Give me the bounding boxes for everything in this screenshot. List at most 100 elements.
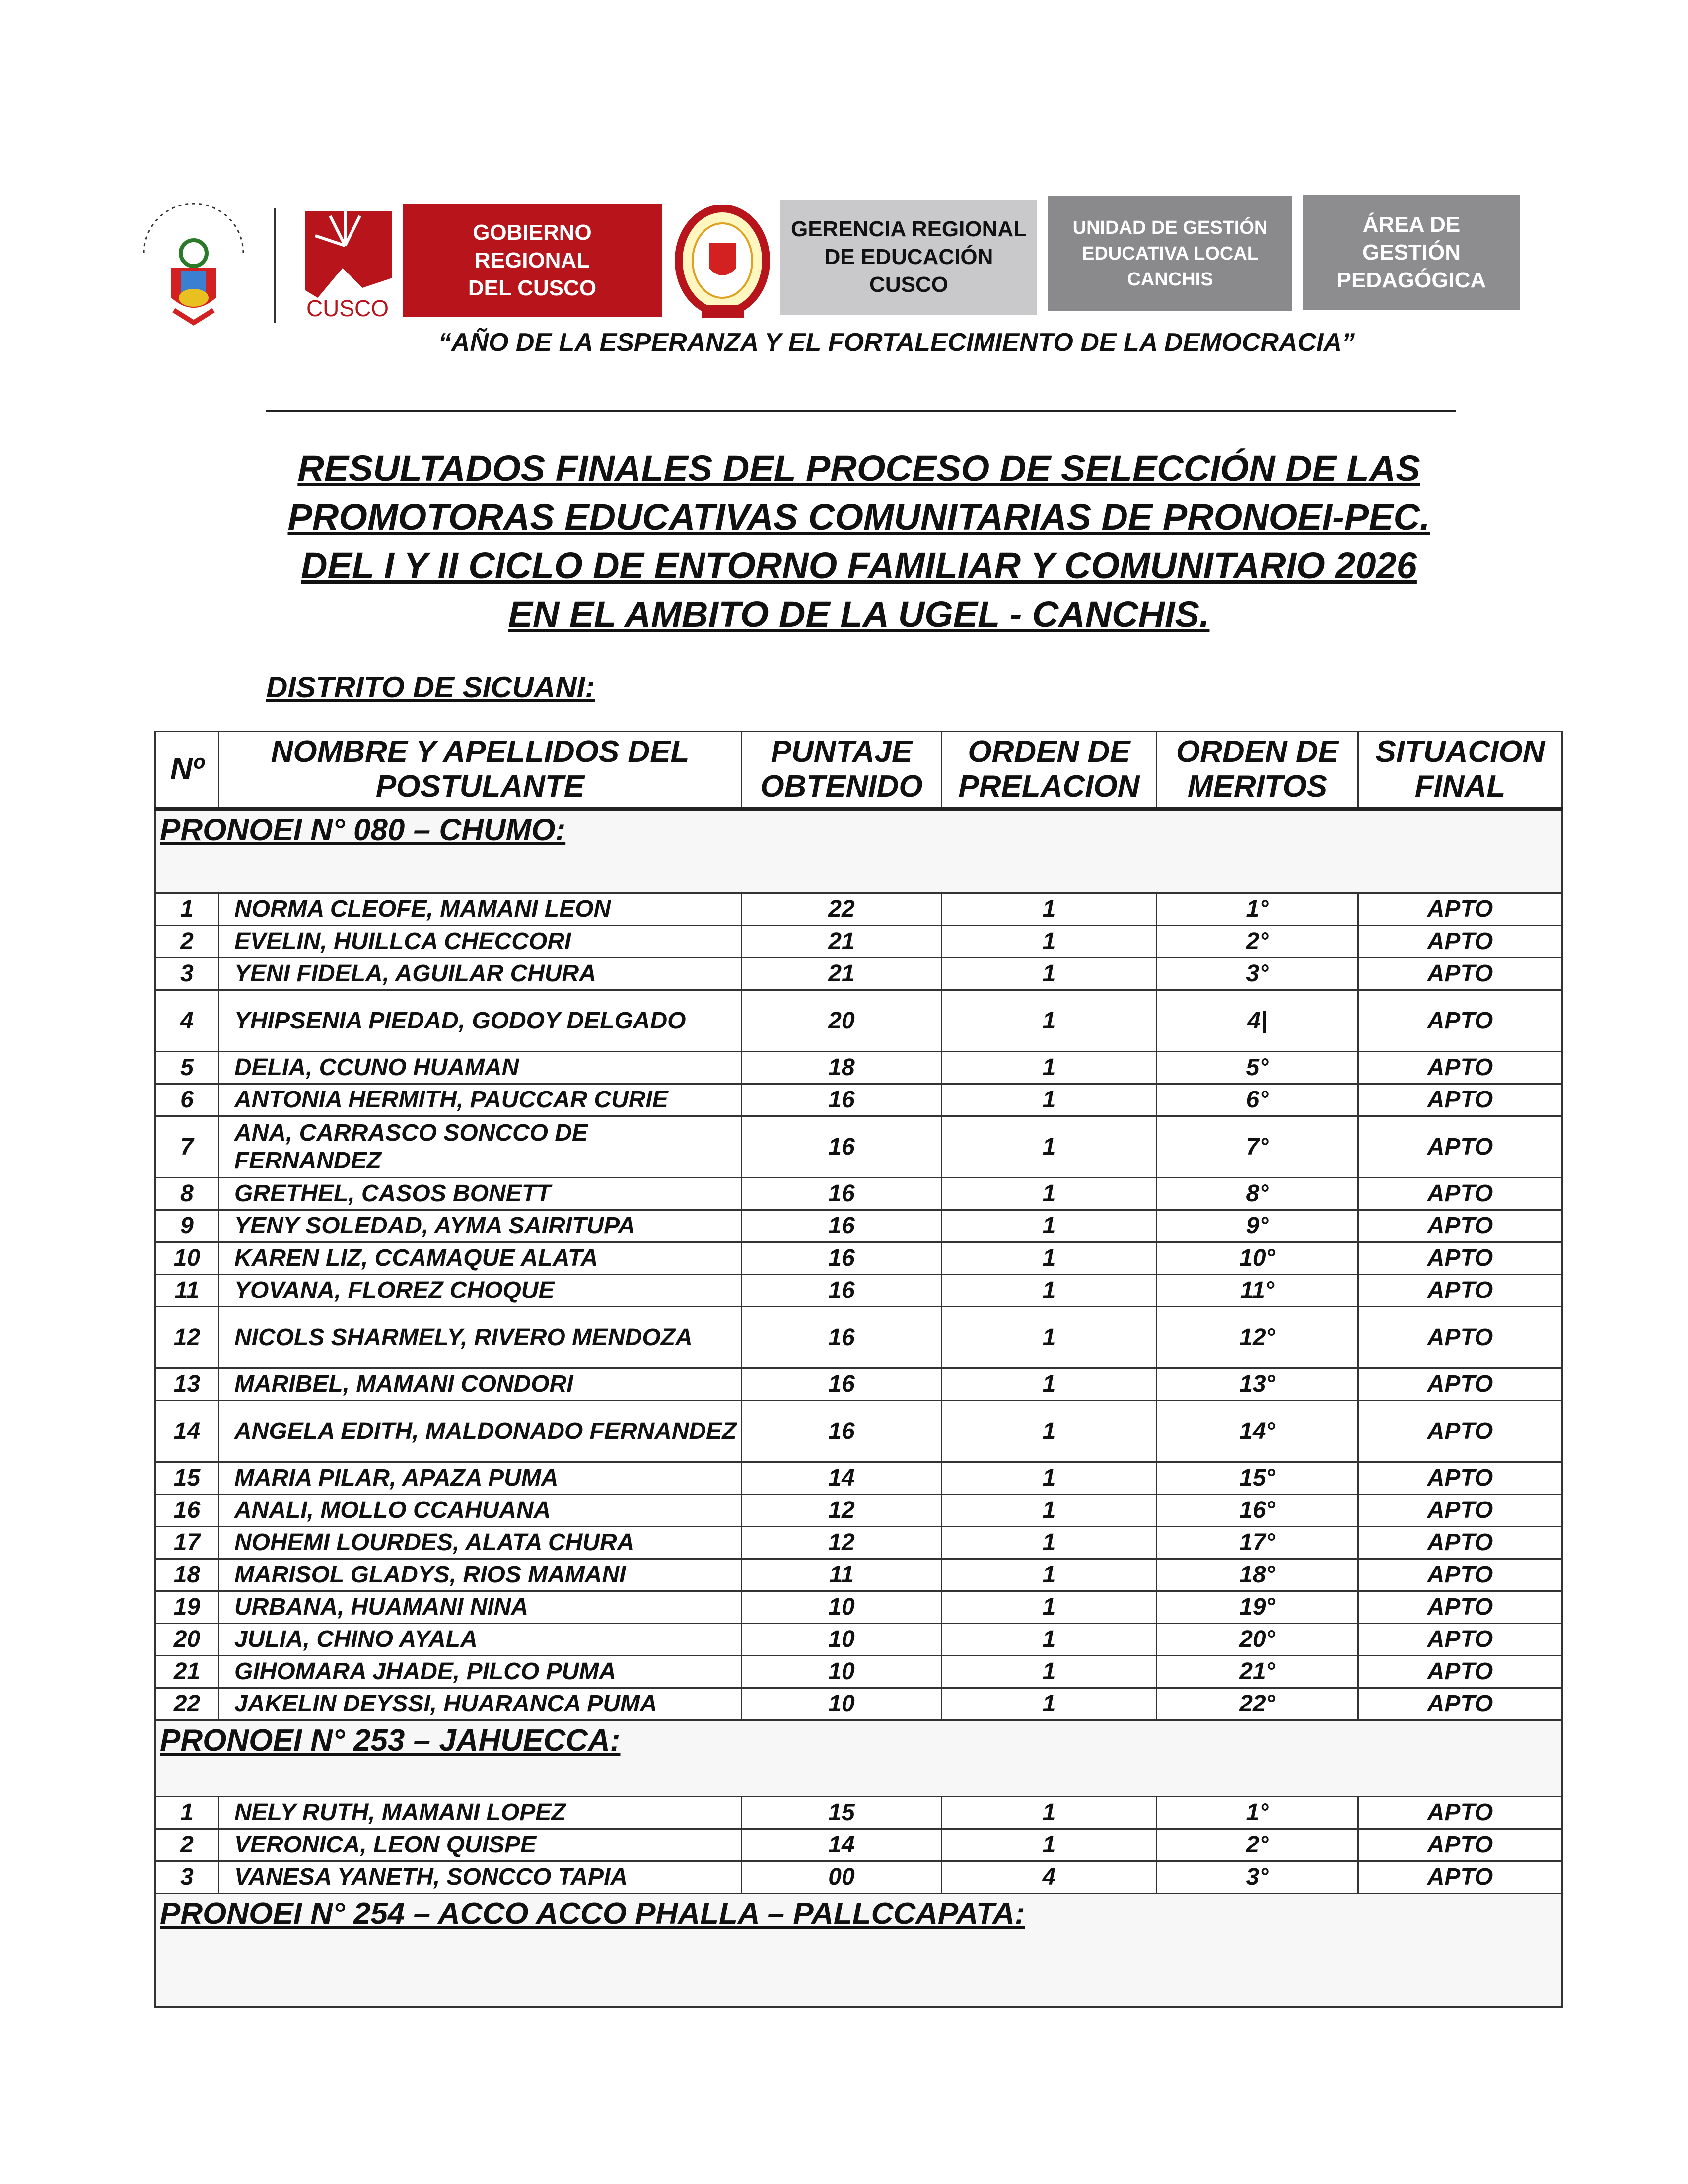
preference-order: 1: [941, 957, 1157, 991]
applicant-name: MARIA PILAR, APAZA PUMA: [218, 1461, 742, 1495]
row-number: 3: [154, 1860, 219, 1894]
final-status: APTO: [1357, 1655, 1563, 1689]
table-row: 3 VANESA YANETH, SONCCO TAPIA 00 4 3° APTO: [154, 1860, 1563, 1894]
applicant-name: EVELIN, HUILLCA CHECCORI: [218, 925, 742, 958]
preference-order: 1: [941, 1687, 1157, 1721]
score: 16: [741, 1274, 942, 1307]
row-number: 20: [154, 1623, 219, 1656]
final-status: APTO: [1357, 1306, 1563, 1369]
score: 16: [741, 1367, 942, 1401]
score: 18: [741, 1051, 942, 1085]
row-number: 8: [154, 1177, 219, 1211]
merit-order: 17°: [1156, 1526, 1359, 1560]
final-status: APTO: [1357, 957, 1563, 991]
score: 12: [741, 1526, 942, 1560]
score: 16: [741, 1177, 942, 1211]
section-title: PRONOEI N° 254 – ACCO ACCO PHALLA – PALL…: [154, 1893, 1563, 2008]
preference-order: 1: [941, 1083, 1157, 1117]
merit-order: 6°: [1156, 1083, 1359, 1117]
final-status: APTO: [1357, 1796, 1563, 1830]
preference-order: 1: [941, 1590, 1157, 1624]
final-status: APTO: [1357, 892, 1563, 926]
merit-order: 22°: [1156, 1687, 1359, 1721]
applicant-name: ANGELA EDITH, MALDONADO FERNANDEZ: [218, 1400, 742, 1463]
score: 16: [741, 1209, 942, 1243]
preference-order: 1: [941, 1209, 1157, 1243]
table-row: 1 NELY RUTH, MAMANI LOPEZ 15 1 1° APTO: [154, 1796, 1563, 1830]
score: 10: [741, 1623, 942, 1656]
row-number: 4: [154, 989, 219, 1052]
section-title: PRONOEI N° 080 – CHUMO:: [154, 808, 1563, 894]
score: 16: [741, 1241, 942, 1275]
table-row: 11 YOVANA, FLOREZ CHOQUE 16 1 11° APTO: [154, 1274, 1563, 1307]
row-number: 15: [154, 1461, 219, 1495]
table-row: 15 MARIA PILAR, APAZA PUMA 14 1 15° APTO: [154, 1461, 1563, 1495]
title-line: PROMOTORAS EDUCATIVAS COMUNITARIAS DE PR…: [287, 496, 1430, 538]
table-row: 18 MARISOL GLADYS, RIOS MAMANI 11 1 18° APTO: [154, 1558, 1563, 1592]
row-number: 12: [154, 1306, 219, 1369]
final-status: APTO: [1357, 1687, 1563, 1721]
final-status: APTO: [1357, 1590, 1563, 1624]
table-row: 3 YENI FIDELA, AGUILAR CHURA 21 1 3° APTO: [154, 957, 1563, 991]
preference-order: 1: [941, 1796, 1157, 1830]
col-header-final-status: SITUACION FINAL: [1357, 731, 1563, 811]
merit-order: 3°: [1156, 957, 1359, 991]
merit-order: 4|: [1156, 989, 1359, 1052]
applicant-name: MARISOL GLADYS, RIOS MAMANI: [218, 1558, 742, 1592]
row-number: 5: [154, 1051, 219, 1085]
applicant-name: ANTONIA HERMITH, PAUCCAR CURIE: [218, 1083, 742, 1117]
final-status: APTO: [1357, 1051, 1563, 1085]
table-row: 2 EVELIN, HUILLCA CHECCORI 21 1 2° APTO: [154, 925, 1563, 958]
table-row: 19 URBANA, HUAMANI NINA 10 1 19° APTO: [154, 1590, 1563, 1624]
final-status: APTO: [1357, 1400, 1563, 1463]
ugel-canchis-banner: UNIDAD DE GESTIÓN EDUCATIVA LOCAL CANCHI…: [1048, 196, 1292, 311]
score: 16: [741, 1115, 942, 1178]
row-number: 1: [154, 892, 219, 926]
applicant-name: NICOLS SHARMELY, RIVERO MENDOZA: [218, 1306, 742, 1369]
preference-order: 1: [941, 1494, 1157, 1527]
table-row: 16 ANALI, MOLLO CCAHUANA 12 1 16° APTO: [154, 1494, 1563, 1527]
applicant-name: NELY RUTH, MAMANI LOPEZ: [218, 1796, 742, 1830]
title-line: RESULTADOS FINALES DEL PROCESO DE SELECC…: [297, 448, 1420, 489]
final-status: APTO: [1357, 1274, 1563, 1307]
row-number: 13: [154, 1367, 219, 1401]
preference-order: 1: [941, 1623, 1157, 1656]
preference-order: 1: [941, 925, 1157, 958]
final-status: APTO: [1357, 1209, 1563, 1243]
score: 20: [741, 989, 942, 1052]
merit-order: 14°: [1156, 1400, 1359, 1463]
table-row: 17 NOHEMI LOURDES, ALATA CHURA 12 1 17° APTO: [154, 1526, 1563, 1560]
cusco-logo: CUSCO: [305, 211, 392, 320]
table-header-row: Nº NOMBRE Y APELLIDOS DEL POSTULANTE PUN…: [154, 731, 1563, 811]
table-row: 6 ANTONIA HERMITH, PAUCCAR CURIE 16 1 6° APTO: [154, 1083, 1563, 1117]
preference-order: 1: [941, 1655, 1157, 1689]
svg-text:CUSCO: CUSCO: [306, 295, 389, 320]
applicant-name: YENY SOLEDAD, AYMA SAIRITUPA: [218, 1209, 742, 1243]
col-header-merit-order: ORDEN DE MERITOS: [1156, 731, 1359, 811]
row-number: 22: [154, 1687, 219, 1721]
col-header-score: PUNTAJE OBTENIDO: [741, 731, 942, 811]
applicant-name: NOHEMI LOURDES, ALATA CHURA: [218, 1526, 742, 1560]
merit-order: 19°: [1156, 1590, 1359, 1624]
merit-order: 21°: [1156, 1655, 1359, 1689]
table-row: 5 DELIA, CCUNO HUAMAN 18 1 5° APTO: [154, 1051, 1563, 1085]
row-number: 14: [154, 1400, 219, 1463]
table-row: 7 ANA, CARRASCO SONCCO DE FERNANDEZ 16 1 7° A…: [154, 1115, 1563, 1178]
table-row: 13 MARIBEL, MAMANI CONDORI 16 1 13° APTO: [154, 1367, 1563, 1401]
preference-order: 4: [941, 1860, 1157, 1894]
section-row: PRONOEI N° 254 – ACCO ACCO PHALLA – PALL…: [154, 1893, 1563, 2008]
header-rule: [266, 410, 1456, 412]
score: 10: [741, 1687, 942, 1721]
final-status: APTO: [1357, 1461, 1563, 1495]
preference-order: 1: [941, 892, 1157, 926]
row-number: 1: [154, 1796, 219, 1830]
preference-order: 1: [941, 1367, 1157, 1401]
preference-order: 1: [941, 1241, 1157, 1275]
row-number: 11: [154, 1274, 219, 1307]
final-status: APTO: [1357, 1828, 1563, 1862]
score: 12: [741, 1494, 942, 1527]
score: 14: [741, 1461, 942, 1495]
row-number: 9: [154, 1209, 219, 1243]
merit-order: 3°: [1156, 1860, 1359, 1894]
row-number: 2: [154, 1828, 219, 1862]
